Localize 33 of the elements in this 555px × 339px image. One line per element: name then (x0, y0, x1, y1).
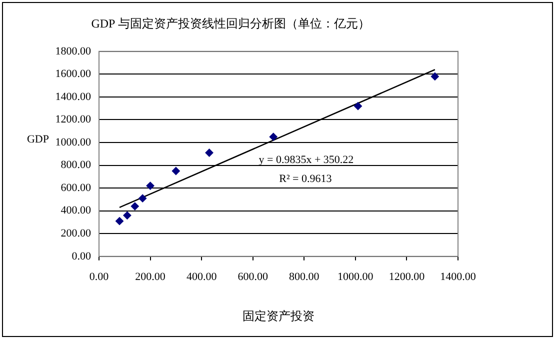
y-tick-label: 1200.00 (55, 114, 92, 126)
y-tick-label: 1000.00 (55, 136, 92, 148)
y-tick-label: 0.00 (72, 250, 92, 262)
point (205, 148, 214, 157)
point (123, 211, 132, 220)
point (130, 202, 139, 210)
x-tick-label: 1200.00 (388, 270, 426, 283)
y-tick-label: 1800.00 (55, 45, 92, 58)
x-tick-label: 200.00 (135, 270, 166, 283)
annotation: R² = 0.9613 (279, 173, 332, 186)
point (146, 182, 154, 190)
y-tick-label: 600.00 (60, 182, 92, 194)
point (172, 166, 180, 175)
point (138, 194, 147, 202)
x-axis-title: 固定资产投资 (242, 308, 314, 323)
x-tick-label: 800.00 (289, 270, 320, 283)
x-tick-label: 600.00 (238, 270, 268, 283)
point (354, 102, 362, 110)
point (430, 72, 439, 80)
y-tick-label: 1400.00 (55, 90, 92, 103)
x-tick-label: 1000.00 (338, 270, 374, 283)
x-tick-label: 0.00 (89, 270, 110, 283)
y-tick-label: 800.00 (60, 159, 92, 172)
x-tick-label: 1400.00 (440, 270, 476, 283)
x-tick-label: 400.00 (186, 270, 218, 283)
y-tick-label: 1600.00 (55, 68, 92, 80)
point (116, 217, 124, 226)
y-tick-label: 200.00 (60, 228, 92, 240)
y-tick-label: 400.00 (60, 204, 92, 217)
chart-title: GDP 与固定资产投资线性回归分析图（单位：亿元） (91, 16, 370, 30)
annotation: y = 0.9835x + 350.22 (258, 154, 354, 166)
point (269, 132, 278, 141)
y-axis-title: GDP (26, 133, 49, 146)
